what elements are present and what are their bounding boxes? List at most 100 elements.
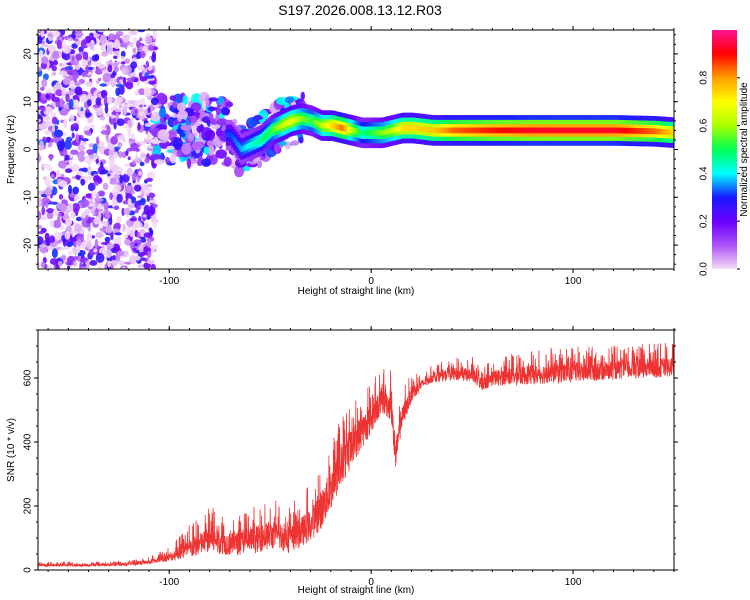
colorbar-bar bbox=[712, 30, 737, 269]
spectrogram-ridge-cell bbox=[300, 115, 304, 122]
spectrogram-cell bbox=[153, 159, 165, 165]
spectrogram-ridge-cell bbox=[278, 123, 282, 130]
x-tick-label: 100 bbox=[565, 276, 582, 287]
spectrogram-cell bbox=[44, 177, 52, 187]
spectrogram-cell bbox=[89, 42, 94, 51]
snr-series-line bbox=[38, 342, 674, 568]
spectrogram-cell bbox=[68, 184, 72, 195]
spectrogram-ridge-cell bbox=[592, 127, 596, 134]
spectrogram-ridge-cell bbox=[531, 127, 534, 134]
spectrogram-cell bbox=[123, 207, 131, 215]
spectrogram-cell bbox=[73, 241, 77, 247]
spectrogram-cell bbox=[71, 163, 80, 172]
spectrogram-ridge-cell bbox=[356, 128, 360, 135]
spectrogram-cell bbox=[40, 261, 46, 269]
spectrogram-cell bbox=[41, 44, 50, 48]
spectrogram-cell bbox=[152, 220, 158, 228]
spectrogram-cell bbox=[152, 203, 158, 208]
spectrogram-cell bbox=[56, 39, 62, 49]
spectrogram-ridge-cell bbox=[365, 129, 369, 136]
spectrogram-cell bbox=[81, 72, 87, 77]
spectrogram-ridge-cell bbox=[542, 127, 545, 134]
spectrogram-ridge-cell bbox=[316, 120, 320, 127]
spectrogram-cell bbox=[114, 166, 123, 176]
spectrogram-ridge-cell bbox=[298, 116, 302, 122]
spectrogram-cell bbox=[284, 96, 295, 104]
spectrogram-ridge-cell bbox=[373, 129, 376, 136]
spectrogram-ridge-cell bbox=[314, 120, 318, 126]
spectrogram-ridge-cell bbox=[609, 127, 613, 134]
spectrogram-ridge-cell bbox=[601, 127, 605, 134]
spectrogram-ridge-cell bbox=[429, 127, 433, 133]
spectrogram-ridge-cell bbox=[496, 127, 500, 134]
spectrogram-ridge-cell bbox=[398, 125, 402, 132]
spectrogram-cell bbox=[41, 106, 46, 112]
spectrogram-cell bbox=[64, 154, 70, 161]
spectrogram-ridge-cell bbox=[498, 127, 502, 134]
spectrogram-cell bbox=[116, 118, 125, 126]
spectrogram-cell bbox=[97, 77, 102, 82]
spectrogram-cell bbox=[59, 98, 64, 108]
spectrogram-cell bbox=[69, 114, 75, 122]
spectrogram-cell bbox=[40, 216, 48, 220]
spectrogram-cell bbox=[38, 230, 45, 235]
spectrogram-ridge-cell bbox=[254, 139, 258, 146]
spectrogram-ridge-cell bbox=[311, 118, 315, 124]
spectrogram-cell bbox=[125, 58, 130, 64]
spectrogram-cell bbox=[116, 193, 123, 203]
spectrogram-cell bbox=[47, 264, 53, 269]
spectrogram-cell bbox=[38, 118, 42, 123]
spectrogram-cell bbox=[147, 192, 156, 199]
spectrogram-cell bbox=[190, 115, 198, 124]
spectrogram-cell bbox=[80, 93, 88, 103]
spectrogram-cell bbox=[205, 129, 216, 141]
figure-title: S197.2026.008.13.12.R03 bbox=[278, 2, 442, 18]
spectrogram-ridge-cell bbox=[229, 132, 233, 138]
spectrogram-ridge-cell bbox=[287, 119, 291, 125]
spectrogram-ridge-cell bbox=[623, 127, 627, 134]
spectrogram-cell bbox=[143, 86, 152, 97]
spectrogram-cell bbox=[100, 89, 108, 99]
spectrogram-cell bbox=[182, 95, 189, 106]
spectrogram-cell bbox=[98, 63, 106, 69]
spectrogram-ridge-cell bbox=[640, 128, 643, 134]
spectrogram-cell bbox=[138, 244, 143, 253]
spectrogram-cell bbox=[62, 52, 71, 61]
spectrogram-cell bbox=[67, 202, 74, 213]
spectrogram-cell bbox=[146, 96, 153, 100]
spectrogram-cell bbox=[123, 234, 128, 239]
spectrogram-ridge-cell bbox=[543, 127, 547, 134]
spectrogram-ridge-cell bbox=[347, 126, 351, 133]
spectrogram-ridge-cell bbox=[451, 127, 454, 134]
spectrogram-cell bbox=[298, 136, 304, 144]
spectrogram-cell bbox=[176, 102, 187, 112]
spectrogram-ridge-cell bbox=[436, 127, 440, 134]
spectrogram-ridge-cell bbox=[554, 127, 558, 134]
spectrogram-cell bbox=[44, 115, 51, 121]
spectrogram-ridge-cell bbox=[516, 127, 520, 134]
spectrogram-ridge-cell bbox=[327, 122, 331, 129]
spectrogram-blobs bbox=[38, 30, 674, 269]
spectrogram-ridge-cell bbox=[249, 142, 253, 148]
spectrogram-ridge-cell bbox=[656, 128, 660, 135]
spectrogram-ridge-cell bbox=[529, 127, 533, 134]
spectrogram-cell bbox=[110, 115, 115, 119]
spectrogram-cell bbox=[38, 152, 41, 162]
spectrogram-cell bbox=[120, 50, 126, 58]
spectrogram-cell bbox=[81, 210, 87, 219]
spectrogram-cell bbox=[80, 199, 90, 208]
spectrogram-ridge-cell bbox=[485, 127, 489, 134]
spectrogram-ridge-cell bbox=[532, 127, 536, 134]
spectrogram-cell bbox=[145, 209, 155, 217]
spectrogram-ridge-cell bbox=[382, 129, 385, 136]
spectrogram-cell bbox=[165, 156, 170, 164]
spectrogram-cell bbox=[52, 50, 60, 60]
spectrogram-ridge-cell bbox=[634, 128, 638, 134]
spectrogram-cell bbox=[122, 223, 126, 233]
spectrogram-cell bbox=[121, 104, 129, 108]
spectrogram-cell bbox=[65, 168, 73, 173]
spectrogram-cell bbox=[139, 37, 143, 42]
spectrogram-cell bbox=[137, 251, 146, 257]
